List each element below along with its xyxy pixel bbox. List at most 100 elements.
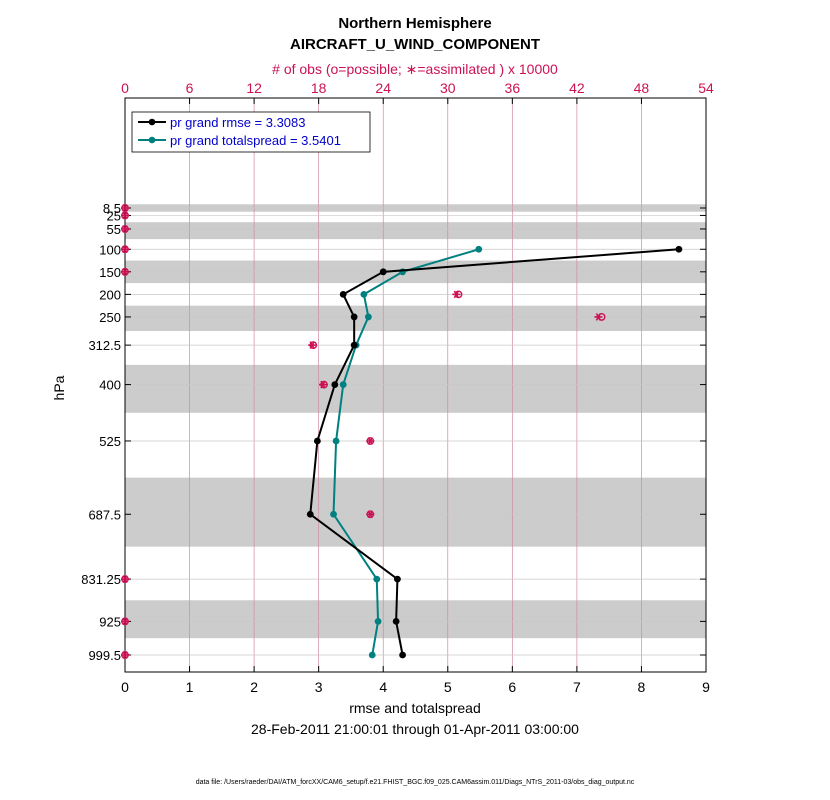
chart-subtitle: AIRCRAFT_U_WIND_COMPONENT	[290, 36, 540, 53]
series-point	[373, 575, 381, 583]
level-band	[125, 364, 706, 413]
x-tick-label: 9	[702, 679, 710, 695]
x-tick-label: 1	[186, 679, 194, 695]
x-tick-label: 7	[573, 679, 581, 695]
top-tick-label: 48	[634, 80, 650, 96]
series-point	[394, 575, 401, 583]
top-tick-label: 0	[121, 80, 129, 96]
y-tick-label: 150	[99, 265, 121, 280]
obs-assimilated-stroke	[595, 313, 602, 321]
obs-assimilated-marker	[308, 341, 317, 349]
legend-rmse-marker	[148, 118, 156, 126]
series-point	[306, 510, 314, 518]
series-point	[475, 245, 483, 253]
obs-assimilated-marker	[366, 510, 375, 519]
series-point	[332, 437, 340, 445]
obs-assimilated-marker	[121, 575, 129, 583]
series-point	[330, 510, 337, 518]
y-tick-label: 925	[99, 614, 121, 629]
y-tick-label: 55	[107, 222, 121, 237]
obs-assimilated-stroke	[122, 211, 128, 220]
series-point	[339, 381, 347, 388]
y-tick-label: 687.5	[88, 507, 121, 522]
level-band	[125, 305, 706, 332]
obs-assimilated-marker	[318, 380, 327, 389]
y-tick-label: 999.5	[88, 648, 121, 663]
x-tick-label: 4	[379, 679, 387, 695]
x-tick-label: 3	[315, 679, 323, 695]
top-tick-label: 24	[375, 80, 391, 96]
y-tick-label: 8.5	[103, 201, 121, 216]
x-tick-label: 0	[121, 679, 129, 695]
top-tick-label: 54	[698, 80, 714, 96]
y-tick-label: 400	[99, 378, 121, 393]
obs-assimilated-stroke	[122, 617, 128, 626]
obs-count-markers	[121, 204, 606, 659]
top-tick-label: 42	[569, 80, 585, 96]
obs-assimilated-stroke	[122, 651, 128, 659]
legend-rmse-label: pr grand rmse = 3.3083	[170, 115, 306, 130]
chart-title: Northern Hemisphere	[338, 15, 491, 32]
obs-assimilated-stroke	[320, 380, 326, 389]
top-axis-label: # of obs (o=possible; ∗=assimilated ) x …	[272, 61, 558, 77]
obs-assimilated-marker	[121, 211, 129, 220]
series-point	[399, 651, 406, 659]
y-tick-label: 100	[99, 242, 121, 257]
y-tick-label: 831.25	[81, 572, 121, 587]
obs-assimilated-stroke	[122, 575, 128, 583]
obs-assimilated-marker	[121, 245, 129, 254]
obs-assimilated-stroke	[122, 245, 128, 254]
level-band	[125, 600, 706, 639]
legend-spread-marker	[148, 136, 156, 144]
legend-frame	[131, 111, 371, 153]
top-tick-label: 6	[186, 80, 194, 96]
series-point	[339, 290, 347, 298]
obs-assimilated-stroke	[367, 437, 374, 445]
series-point	[313, 437, 321, 445]
obs-assimilated-marker	[121, 267, 129, 276]
obs-assimilated-marker	[452, 290, 461, 299]
y-tick-label: 250	[99, 310, 121, 325]
top-tick-label: 36	[505, 80, 521, 96]
obs-assimilated-stroke	[122, 267, 128, 276]
obs-assimilated-marker	[121, 204, 129, 212]
grid-lines	[124, 98, 707, 672]
legend-spread-label: pr grand totalspread = 3.5401	[170, 133, 341, 148]
obs-assimilated-stroke	[309, 341, 315, 349]
series-point	[379, 268, 387, 276]
series-point	[350, 341, 358, 349]
obs-assimilated-stroke	[367, 510, 374, 519]
x-tick-label: 6	[508, 679, 516, 695]
series-point	[331, 381, 339, 388]
x-tick-label: 5	[444, 679, 452, 695]
legend-box: pr grand rmse = 3.3083 pr grand totalspr…	[131, 111, 371, 153]
x-tick-label: 8	[638, 679, 646, 695]
series-point	[360, 290, 368, 298]
series-point	[675, 245, 683, 253]
obs-assimilated-stroke	[453, 290, 460, 299]
data-file-footnote: data file: /Users/raeder/DAI/ATM_forcXX/…	[196, 779, 635, 786]
top-tick-label: 30	[440, 80, 456, 96]
obs-assimilated-marker	[121, 617, 129, 626]
obs-assimilated-stroke	[122, 204, 128, 212]
top-tick-label: 12	[246, 80, 262, 96]
date-range-label: 28-Feb-2011 21:00:01 through 01-Apr-2011…	[251, 721, 579, 737]
series-point	[350, 313, 358, 321]
series-point	[368, 651, 376, 659]
y-axis-label: hPa	[51, 375, 67, 400]
y-tick-label: 200	[99, 287, 121, 302]
y-tick-label: 312.5	[88, 338, 121, 353]
obs-assimilated-marker	[366, 437, 375, 445]
obs-assimilated-marker	[121, 225, 129, 233]
x-tick-label: 2	[250, 679, 258, 695]
obs-assimilated-stroke	[122, 225, 128, 233]
y-tick-label: 25	[107, 208, 121, 223]
obs-assimilated-marker	[121, 651, 129, 659]
data-series	[306, 245, 683, 659]
level-band	[125, 477, 706, 547]
series-point	[392, 617, 400, 625]
series-point	[364, 313, 372, 321]
y-tick-label: 525	[99, 434, 121, 449]
level-bands	[125, 204, 706, 639]
